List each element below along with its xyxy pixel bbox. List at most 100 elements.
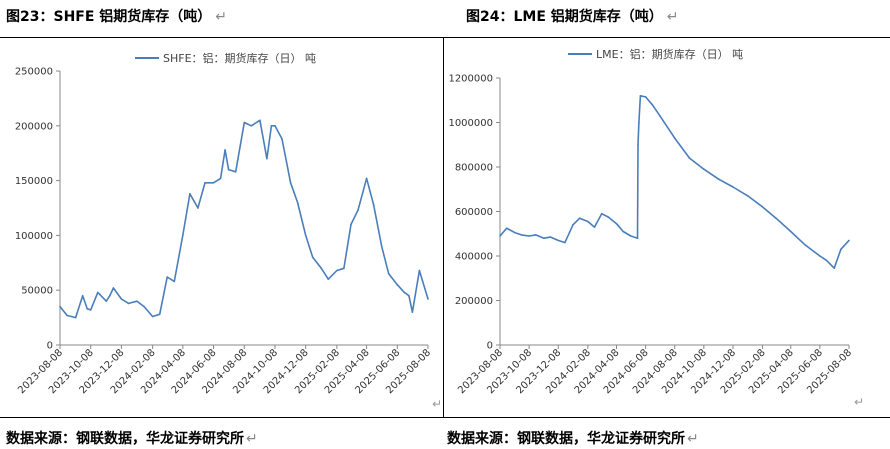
data-point [266, 157, 268, 160]
data-point [182, 234, 184, 237]
data-point [109, 294, 111, 297]
y-tick-label: 100000 [15, 231, 53, 242]
data-point [557, 239, 559, 242]
return-mark: ↵ [246, 431, 258, 447]
data-point [848, 239, 850, 242]
data-point [204, 182, 206, 184]
data-point [136, 300, 138, 303]
data-point [651, 103, 654, 106]
data-point [296, 201, 299, 204]
data-point [151, 315, 154, 318]
data-point [593, 226, 596, 228]
data-point [408, 294, 410, 297]
data-point [81, 294, 84, 297]
data-point [274, 125, 276, 127]
data-point [281, 138, 283, 140]
data-point [549, 236, 552, 238]
y-tick-label: 400000 [455, 252, 493, 263]
shfe-chart: 0500001000001500002000002500002023-08-08… [15, 51, 433, 396]
data-point [127, 302, 130, 305]
data-point [833, 267, 835, 269]
data-point [535, 234, 537, 236]
data-point [825, 259, 828, 262]
data-point [622, 230, 624, 233]
data-point [572, 224, 574, 226]
lme-chart: 0200000400000600000800000100000012000002… [448, 47, 854, 396]
data-source-right-text: 数据来源：钢联数据，华龙证券研究所 [447, 431, 685, 447]
series-line [499, 94, 850, 269]
data-source-left-text: 数据来源：钢联数据，华龙证券研究所 [6, 431, 244, 447]
y-tick-label: 200000 [15, 121, 53, 132]
data-point [688, 157, 691, 159]
return-mark: ↵ [854, 395, 865, 409]
legend-label: LME：铝：期货库存（日） 吨 [596, 47, 743, 61]
data-point [357, 209, 359, 211]
y-tick-label: 600000 [455, 207, 493, 218]
data-point [639, 95, 642, 97]
y-tick-label: 150000 [15, 176, 53, 187]
data-point [564, 241, 566, 244]
data-point [343, 267, 345, 270]
data-point [270, 125, 273, 127]
data-point [289, 182, 292, 184]
data-point [732, 186, 734, 188]
data-point [840, 248, 842, 251]
data-point [587, 220, 589, 223]
data-point [250, 125, 253, 127]
data-point [66, 314, 68, 317]
y-tick-label: 1000000 [448, 118, 493, 129]
data-point [630, 235, 632, 237]
data-point [418, 269, 421, 272]
data-source-right: 数据来源：钢联数据，华龙证券研究所 ↵ [447, 428, 699, 448]
data-point [804, 244, 806, 246]
data-point [387, 273, 390, 275]
data-point [197, 207, 199, 209]
data-point [320, 267, 323, 270]
y-tick-label: 200000 [455, 296, 493, 307]
data-point [173, 280, 176, 283]
y-tick-label: 1200000 [448, 74, 493, 85]
data-point [372, 203, 375, 206]
data-point [158, 313, 161, 316]
data-point [304, 234, 307, 237]
data-point [74, 316, 77, 319]
data-point [747, 195, 749, 197]
data-point [112, 287, 115, 289]
data-point [411, 311, 414, 313]
data-point [396, 283, 399, 286]
data-point [600, 212, 603, 215]
data-point [311, 256, 314, 259]
legend-label: SHFE：铝：期货库存（日） 吨 [163, 51, 316, 65]
data-point [166, 276, 168, 278]
data-point [427, 298, 429, 300]
return-mark: ↵ [666, 9, 679, 25]
data-point [607, 216, 610, 218]
data-point [673, 137, 676, 139]
data-point [86, 308, 88, 310]
data-point [636, 237, 639, 239]
return-mark: ↵ [687, 431, 699, 447]
data-point [703, 168, 705, 170]
data-point [259, 119, 261, 122]
data-point [637, 144, 639, 146]
series-line [59, 119, 429, 319]
data-point [505, 227, 508, 229]
data-point [761, 206, 764, 208]
y-tick-label: 800000 [455, 163, 493, 174]
y-tick-label: 250000 [15, 67, 53, 78]
data-point [380, 245, 383, 248]
figure-title-lme-text: 图24：LME 铝期货库存（吨） [466, 9, 663, 25]
data-point [659, 115, 661, 117]
figure-title-lme: 图24：LME 铝期货库存（吨） ↵ [466, 6, 679, 26]
data-point [790, 230, 792, 233]
data-point [234, 171, 237, 173]
figure-title-shfe-text: 图23：SHFE 铝期货库存（吨） [6, 9, 212, 25]
data-point [819, 255, 821, 257]
data-point [514, 231, 516, 234]
data-point [189, 193, 191, 195]
y-tick-label: 50000 [21, 286, 53, 297]
figure-title-shfe: 图23：SHFE 铝期货库存（吨） ↵ [6, 6, 227, 26]
data-point [97, 291, 99, 294]
data-point [143, 305, 145, 308]
y-tick-label: 0 [47, 341, 53, 352]
